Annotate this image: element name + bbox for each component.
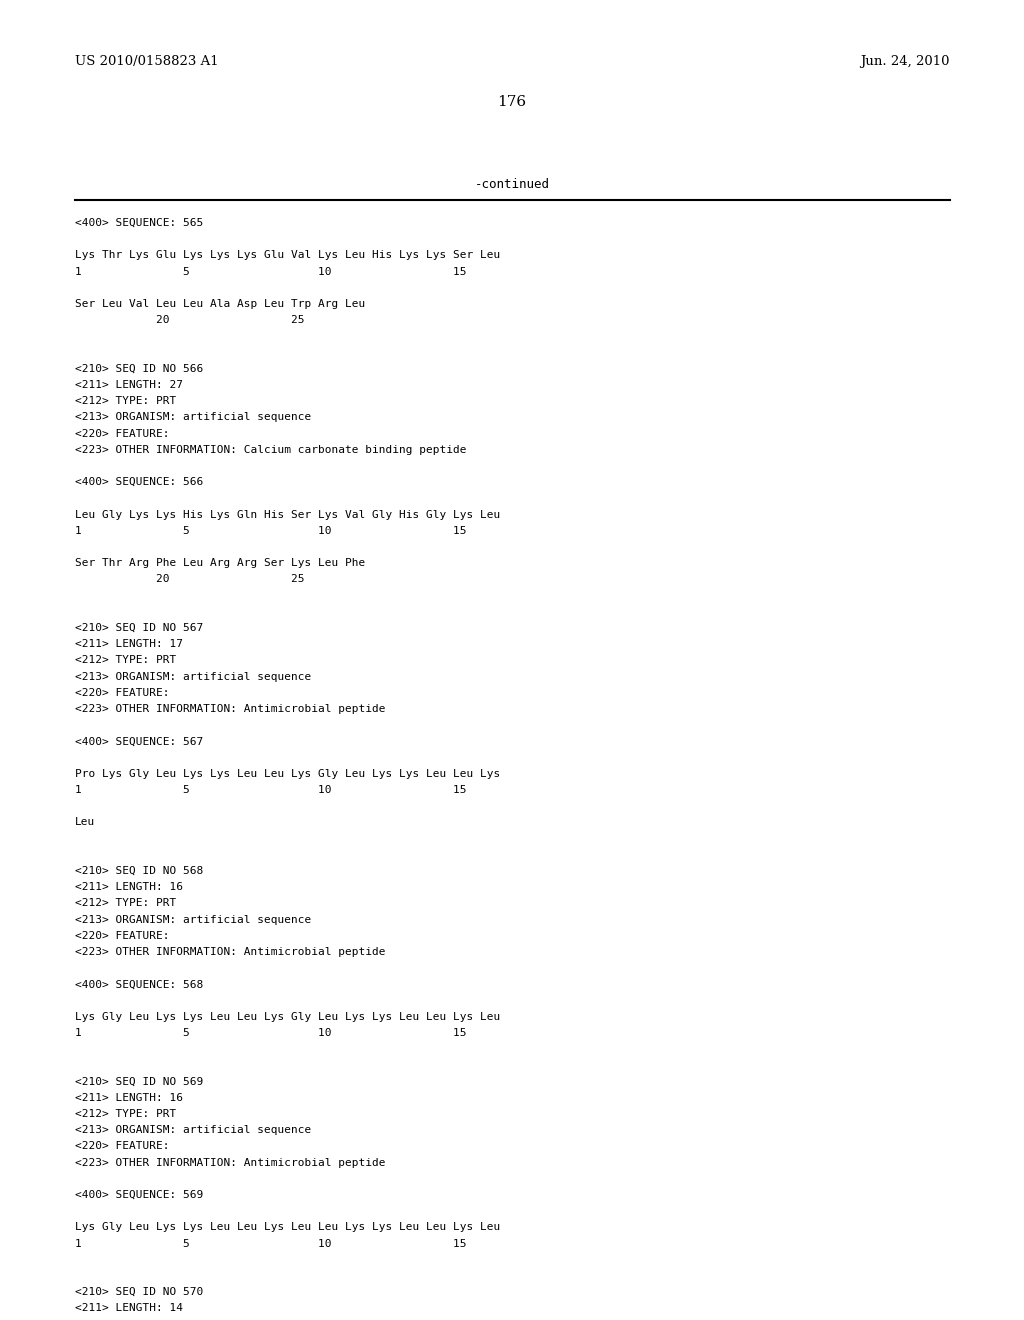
Text: <400> SEQUENCE: 568: <400> SEQUENCE: 568	[75, 979, 203, 990]
Text: <211> LENGTH: 16: <211> LENGTH: 16	[75, 882, 183, 892]
Text: <220> FEATURE:: <220> FEATURE:	[75, 1142, 170, 1151]
Text: <400> SEQUENCE: 569: <400> SEQUENCE: 569	[75, 1191, 203, 1200]
Text: <211> LENGTH: 17: <211> LENGTH: 17	[75, 639, 183, 649]
Text: Ser Thr Arg Phe Leu Arg Arg Ser Lys Leu Phe: Ser Thr Arg Phe Leu Arg Arg Ser Lys Leu …	[75, 558, 366, 568]
Text: <212> TYPE: PRT: <212> TYPE: PRT	[75, 656, 176, 665]
Text: <223> OTHER INFORMATION: Calcium carbonate binding peptide: <223> OTHER INFORMATION: Calcium carbona…	[75, 445, 467, 455]
Text: <212> TYPE: PRT: <212> TYPE: PRT	[75, 899, 176, 908]
Text: 1               5                   10                  15: 1 5 10 15	[75, 785, 467, 795]
Text: -continued: -continued	[474, 178, 550, 191]
Text: Leu: Leu	[75, 817, 95, 828]
Text: <210> SEQ ID NO 570: <210> SEQ ID NO 570	[75, 1287, 203, 1298]
Text: Lys Gly Leu Lys Lys Leu Leu Lys Leu Leu Lys Lys Leu Leu Lys Leu: Lys Gly Leu Lys Lys Leu Leu Lys Leu Leu …	[75, 1222, 501, 1233]
Text: Lys Gly Leu Lys Lys Leu Leu Lys Gly Leu Lys Lys Leu Leu Lys Leu: Lys Gly Leu Lys Lys Leu Leu Lys Gly Leu …	[75, 1012, 501, 1022]
Text: <213> ORGANISM: artificial sequence: <213> ORGANISM: artificial sequence	[75, 412, 311, 422]
Text: <212> TYPE: PRT: <212> TYPE: PRT	[75, 396, 176, 407]
Text: 1               5                   10                  15: 1 5 10 15	[75, 1028, 467, 1038]
Text: 1               5                   10                  15: 1 5 10 15	[75, 267, 467, 277]
Text: <400> SEQUENCE: 566: <400> SEQUENCE: 566	[75, 478, 203, 487]
Text: <220> FEATURE:: <220> FEATURE:	[75, 429, 170, 438]
Text: <213> ORGANISM: artificial sequence: <213> ORGANISM: artificial sequence	[75, 672, 311, 681]
Text: <212> TYPE: PRT: <212> TYPE: PRT	[75, 1109, 176, 1119]
Text: <223> OTHER INFORMATION: Antimicrobial peptide: <223> OTHER INFORMATION: Antimicrobial p…	[75, 946, 385, 957]
Text: <210> SEQ ID NO 567: <210> SEQ ID NO 567	[75, 623, 203, 634]
Text: <211> LENGTH: 14: <211> LENGTH: 14	[75, 1303, 183, 1313]
Text: <211> LENGTH: 16: <211> LENGTH: 16	[75, 1093, 183, 1102]
Text: <210> SEQ ID NO 568: <210> SEQ ID NO 568	[75, 866, 203, 876]
Text: 20                  25: 20 25	[75, 315, 304, 325]
Text: 176: 176	[498, 95, 526, 110]
Text: <210> SEQ ID NO 566: <210> SEQ ID NO 566	[75, 364, 203, 374]
Text: <400> SEQUENCE: 567: <400> SEQUENCE: 567	[75, 737, 203, 746]
Text: <223> OTHER INFORMATION: Antimicrobial peptide: <223> OTHER INFORMATION: Antimicrobial p…	[75, 704, 385, 714]
Text: Pro Lys Gly Leu Lys Lys Leu Leu Lys Gly Leu Lys Lys Leu Leu Lys: Pro Lys Gly Leu Lys Lys Leu Leu Lys Gly …	[75, 768, 501, 779]
Text: 20                  25: 20 25	[75, 574, 304, 585]
Text: <223> OTHER INFORMATION: Antimicrobial peptide: <223> OTHER INFORMATION: Antimicrobial p…	[75, 1158, 385, 1168]
Text: <213> ORGANISM: artificial sequence: <213> ORGANISM: artificial sequence	[75, 915, 311, 924]
Text: Jun. 24, 2010: Jun. 24, 2010	[860, 55, 950, 69]
Text: US 2010/0158823 A1: US 2010/0158823 A1	[75, 55, 219, 69]
Text: Leu Gly Lys Lys His Lys Gln His Ser Lys Val Gly His Gly Lys Leu: Leu Gly Lys Lys His Lys Gln His Ser Lys …	[75, 510, 501, 520]
Text: <211> LENGTH: 27: <211> LENGTH: 27	[75, 380, 183, 389]
Text: 1               5                   10                  15: 1 5 10 15	[75, 525, 467, 536]
Text: <213> ORGANISM: artificial sequence: <213> ORGANISM: artificial sequence	[75, 1125, 311, 1135]
Text: Lys Thr Lys Glu Lys Lys Lys Glu Val Lys Leu His Lys Lys Ser Leu: Lys Thr Lys Glu Lys Lys Lys Glu Val Lys …	[75, 251, 501, 260]
Text: <220> FEATURE:: <220> FEATURE:	[75, 931, 170, 941]
Text: 1               5                   10                  15: 1 5 10 15	[75, 1238, 467, 1249]
Text: <210> SEQ ID NO 569: <210> SEQ ID NO 569	[75, 1077, 203, 1086]
Text: <220> FEATURE:: <220> FEATURE:	[75, 688, 170, 698]
Text: Ser Leu Val Leu Leu Ala Asp Leu Trp Arg Leu: Ser Leu Val Leu Leu Ala Asp Leu Trp Arg …	[75, 300, 366, 309]
Text: <400> SEQUENCE: 565: <400> SEQUENCE: 565	[75, 218, 203, 228]
